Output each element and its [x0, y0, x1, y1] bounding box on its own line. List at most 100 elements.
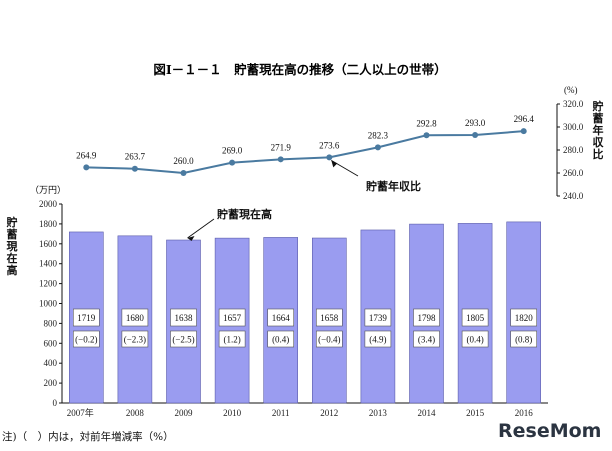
line-point: [472, 132, 479, 139]
bar-y-tick-label: 0: [53, 398, 58, 408]
line-point: [374, 144, 381, 151]
x-tick-label: 2015: [466, 408, 485, 418]
x-tick-label: 2016: [515, 408, 534, 418]
line-value-label: 296.4: [514, 114, 535, 124]
line-chart: 240.0 260.0 280.0 300.0 320.0 (%) 貯蓄年収比 264.9 26…: [76, 85, 604, 201]
line-y-tick-label: 280.0: [563, 145, 584, 155]
resemom-logo: ReseMom: [498, 420, 601, 442]
value-box: [267, 308, 295, 327]
value-box: [413, 308, 440, 327]
change-box: [461, 330, 489, 348]
bar-value-label: 1638: [175, 313, 194, 323]
line-point: [326, 154, 333, 161]
bar-value-label: 1719: [77, 313, 96, 323]
change-box: [121, 330, 149, 348]
bar-y-unit: （万円）: [30, 185, 66, 195]
line-y-tick-label: 320.0: [563, 99, 584, 109]
bar-value-label: 1805: [466, 313, 485, 323]
bar-value-label: 1798: [418, 313, 437, 323]
line-value-label: 264.9: [76, 150, 97, 160]
value-box: [315, 308, 343, 327]
line-y-tick-label: 260.0: [563, 168, 584, 178]
x-tick-label: 2010: [223, 408, 242, 418]
line-annotation-arrowhead: [331, 160, 338, 168]
line-value-label: 292.8: [416, 118, 437, 128]
chart-title: 図Ⅰ－１－１ 貯蓄現在高の推移（二人以上の世帯）: [153, 62, 446, 77]
line-point: [423, 132, 430, 139]
change-box: [170, 330, 197, 348]
line-series: [86, 130, 524, 175]
bar-y-tick-label: 200: [44, 378, 58, 388]
bar-value-label: 1664: [272, 313, 291, 323]
bar-y-axis-label-char: 貯: [7, 215, 18, 229]
bar-change-label: (4.9): [369, 335, 386, 345]
line-value-label: 282.3: [368, 130, 389, 140]
x-tick-label: 2009: [175, 408, 194, 418]
bar-value-label: 1658: [320, 313, 339, 323]
change-box: [218, 330, 246, 348]
line-value-label: 293.0: [465, 118, 486, 128]
bar-value-label: 1739: [369, 313, 388, 323]
value-box: [73, 308, 100, 327]
x-tick-label: 2014: [418, 408, 437, 418]
x-tick-label: 2011: [272, 408, 290, 418]
x-tick-label: 2007年: [67, 407, 94, 418]
bar-chart: 0 200 400 600 800 1000 1200 1400 1600 1800 2000 （万円…: [7, 185, 548, 418]
change-box: [413, 330, 440, 348]
line-annotation-text: 貯蓄年収比: [366, 179, 421, 193]
bar-value-label: 1657: [223, 313, 242, 323]
value-box: [461, 308, 489, 327]
line-y-axis-label-char: 年: [593, 123, 604, 137]
bar-change-label: (−2.5): [172, 335, 194, 345]
line-point: [229, 159, 236, 166]
x-tick-label: 2008: [126, 408, 145, 418]
line-y-axis-label-char: 比: [593, 147, 604, 161]
bar-y-tick-label: 2000: [39, 199, 58, 209]
bar-change-label: (0.4): [272, 335, 289, 345]
x-tick-label: 2013: [369, 408, 388, 418]
bar-change-label: (−0.4): [318, 335, 340, 345]
bar-change-label: (3.4): [418, 335, 435, 345]
bar-y-tick-label: 1800: [39, 219, 58, 229]
bar-y-tick-label: 1200: [39, 279, 58, 289]
line-point: [83, 164, 90, 171]
bar-change-label: (−0.2): [75, 335, 97, 345]
bar-y-axis-label-char: 高: [7, 263, 18, 277]
bar-change-label: (0.4): [466, 335, 483, 345]
change-box: [364, 330, 392, 348]
line-value-label: 260.0: [173, 156, 194, 166]
bar-y-tick-label: 600: [44, 338, 58, 348]
value-box: [510, 308, 538, 327]
bar-y-tick-label: 400: [44, 358, 58, 368]
bar-y-axis-label-char: 蓄: [7, 227, 18, 241]
bar-change-label: (1.2): [223, 335, 240, 345]
line-point: [180, 170, 187, 176]
value-box: [364, 308, 392, 327]
footnote: 注)（ ）内は，対前年増減率（%）: [2, 430, 174, 443]
line-y-tick-label: 300.0: [563, 122, 584, 132]
bar-y-tick-label: 1000: [39, 299, 58, 309]
line-y-axis-label: 貯蓄年収比: [593, 99, 605, 161]
bar-y-tick-label: 1400: [39, 259, 58, 269]
line-y-axis-label-char: 蓄: [593, 111, 604, 125]
bar-y-axis-label-char: 現: [7, 240, 18, 253]
line-point: [277, 156, 284, 163]
bar-y-axis-label: 貯蓄現在高: [7, 215, 18, 277]
bar-change-label: (0.8): [515, 335, 532, 345]
line-value-label: 263.7: [125, 152, 146, 162]
line-y-tick-label: 240.0: [563, 191, 584, 201]
bar-annotation-text: 貯蓄現在高: [217, 207, 272, 221]
value-box: [218, 308, 246, 327]
bar-change-label: (−2.3): [124, 335, 146, 345]
bar-y-tick-label: 800: [44, 318, 58, 328]
line-point: [131, 165, 138, 172]
bar-y-tick-label: 1600: [39, 239, 58, 249]
line-value-label: 273.6: [319, 140, 340, 150]
change-box: [315, 330, 343, 348]
change-box: [267, 330, 295, 348]
bar-value-label: 1820: [515, 313, 534, 323]
change-box: [510, 330, 538, 348]
line-point: [520, 128, 527, 135]
line-y-axis-label-char: 収: [593, 136, 605, 149]
